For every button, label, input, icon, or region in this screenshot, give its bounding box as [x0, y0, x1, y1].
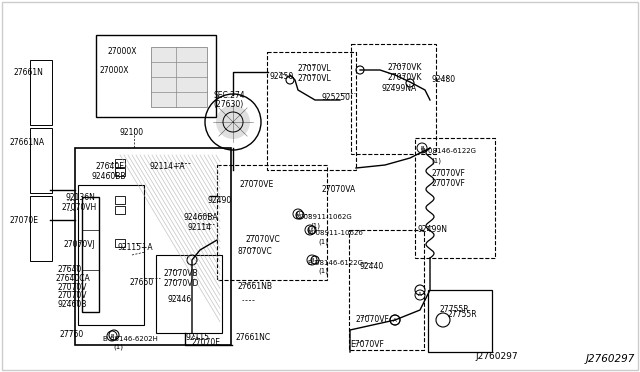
Text: 92499N: 92499N	[418, 225, 448, 234]
Text: 27070E: 27070E	[191, 338, 220, 347]
Text: 92114+A: 92114+A	[150, 162, 186, 171]
Bar	[217, 165, 327, 280]
Bar	[78, 185, 144, 325]
Text: 87070VC: 87070VC	[238, 247, 273, 256]
Text: 92480: 92480	[432, 75, 456, 84]
Text: E7070VF: E7070VF	[350, 340, 384, 349]
Text: 27070VH: 27070VH	[62, 203, 97, 212]
Bar	[115, 206, 125, 214]
Text: 27661NB: 27661NB	[238, 282, 273, 291]
Bar	[151, 47, 207, 107]
Bar	[115, 239, 125, 247]
Text: 27070VF: 27070VF	[356, 315, 390, 324]
Text: 27755R: 27755R	[448, 310, 477, 319]
Text: A: A	[418, 292, 422, 298]
Text: 92446: 92446	[168, 295, 192, 304]
Text: 27070VJ: 27070VJ	[63, 240, 95, 249]
Text: B 08146-6122G: B 08146-6122G	[421, 148, 476, 154]
Text: 92115: 92115	[185, 333, 209, 342]
Text: 27661NA: 27661NA	[9, 138, 44, 147]
Text: J2760297: J2760297	[586, 354, 635, 364]
Text: 27070VK: 27070VK	[388, 63, 422, 72]
Bar	[415, 138, 495, 258]
Bar	[75, 148, 231, 345]
Text: 27640E: 27640E	[95, 162, 124, 171]
Text: B 08146-6202H: B 08146-6202H	[103, 336, 158, 342]
Text: 27000X: 27000X	[100, 65, 129, 74]
Text: 925250: 925250	[322, 93, 351, 102]
Bar	[30, 196, 52, 261]
Text: 27640: 27640	[58, 265, 83, 274]
Text: 27760: 27760	[60, 330, 84, 339]
Text: 27650: 27650	[130, 278, 154, 287]
Text: 27070VD: 27070VD	[164, 279, 200, 288]
Text: 27070VB: 27070VB	[164, 269, 198, 278]
Text: 27000X: 27000X	[108, 47, 138, 56]
Text: (27630): (27630)	[213, 100, 243, 109]
Bar	[115, 168, 125, 176]
Text: 27661N: 27661N	[14, 68, 44, 77]
Text: 27070V: 27070V	[58, 283, 88, 292]
Text: SEC.274: SEC.274	[213, 91, 244, 100]
Text: 27070VF: 27070VF	[432, 169, 466, 178]
Text: 92100: 92100	[120, 128, 144, 137]
Bar	[82, 197, 99, 312]
Text: 27661NC: 27661NC	[236, 333, 271, 342]
Text: 27755R: 27755R	[440, 305, 470, 314]
Bar	[351, 44, 436, 154]
Text: (1): (1)	[318, 268, 328, 275]
Bar	[96, 35, 216, 117]
Bar	[349, 230, 424, 350]
Text: (1): (1)	[431, 157, 441, 164]
Text: 27640CA: 27640CA	[55, 274, 90, 283]
Text: J2760297: J2760297	[475, 352, 518, 361]
Bar	[30, 60, 52, 125]
Text: (1): (1)	[310, 222, 320, 228]
Text: 92450: 92450	[269, 72, 293, 81]
Bar	[115, 159, 125, 167]
Text: 27070VA: 27070VA	[322, 185, 356, 194]
Bar	[267, 52, 356, 170]
Text: 92460BA: 92460BA	[183, 213, 218, 222]
Circle shape	[216, 105, 250, 139]
Text: 92490: 92490	[207, 196, 231, 205]
Text: N 08911-1062G: N 08911-1062G	[296, 214, 352, 220]
Text: 27070E: 27070E	[9, 216, 38, 225]
Text: B: B	[420, 145, 424, 151]
Text: 27070VK: 27070VK	[388, 73, 422, 82]
Text: 27070VE: 27070VE	[240, 180, 275, 189]
Text: 92114: 92114	[188, 223, 212, 232]
Text: A: A	[393, 317, 397, 323]
Text: B: B	[310, 257, 314, 263]
Text: N: N	[308, 228, 312, 232]
Text: 27070VC: 27070VC	[246, 235, 281, 244]
Text: 27070VL: 27070VL	[298, 64, 332, 73]
Text: 27070VL: 27070VL	[298, 74, 332, 83]
Text: 27070V: 27070V	[58, 291, 88, 300]
Text: 92499NA: 92499NA	[381, 84, 416, 93]
Bar	[30, 128, 52, 193]
Text: B: B	[110, 334, 114, 339]
Text: 92440: 92440	[360, 262, 384, 271]
Text: 92460B: 92460B	[58, 300, 88, 309]
Text: (1): (1)	[318, 238, 328, 244]
Text: 92115+A: 92115+A	[117, 243, 152, 252]
Bar	[156, 255, 222, 333]
Bar	[115, 196, 125, 204]
Text: 27070VF: 27070VF	[432, 179, 466, 188]
Text: 92136N: 92136N	[66, 193, 96, 202]
Text: B 08146-6122G: B 08146-6122G	[308, 260, 363, 266]
Text: N: N	[296, 212, 300, 217]
Bar	[428, 290, 492, 352]
Text: N 08911-10626: N 08911-10626	[308, 230, 363, 236]
Text: 92460BB: 92460BB	[91, 172, 125, 181]
Text: (1): (1)	[113, 344, 123, 350]
